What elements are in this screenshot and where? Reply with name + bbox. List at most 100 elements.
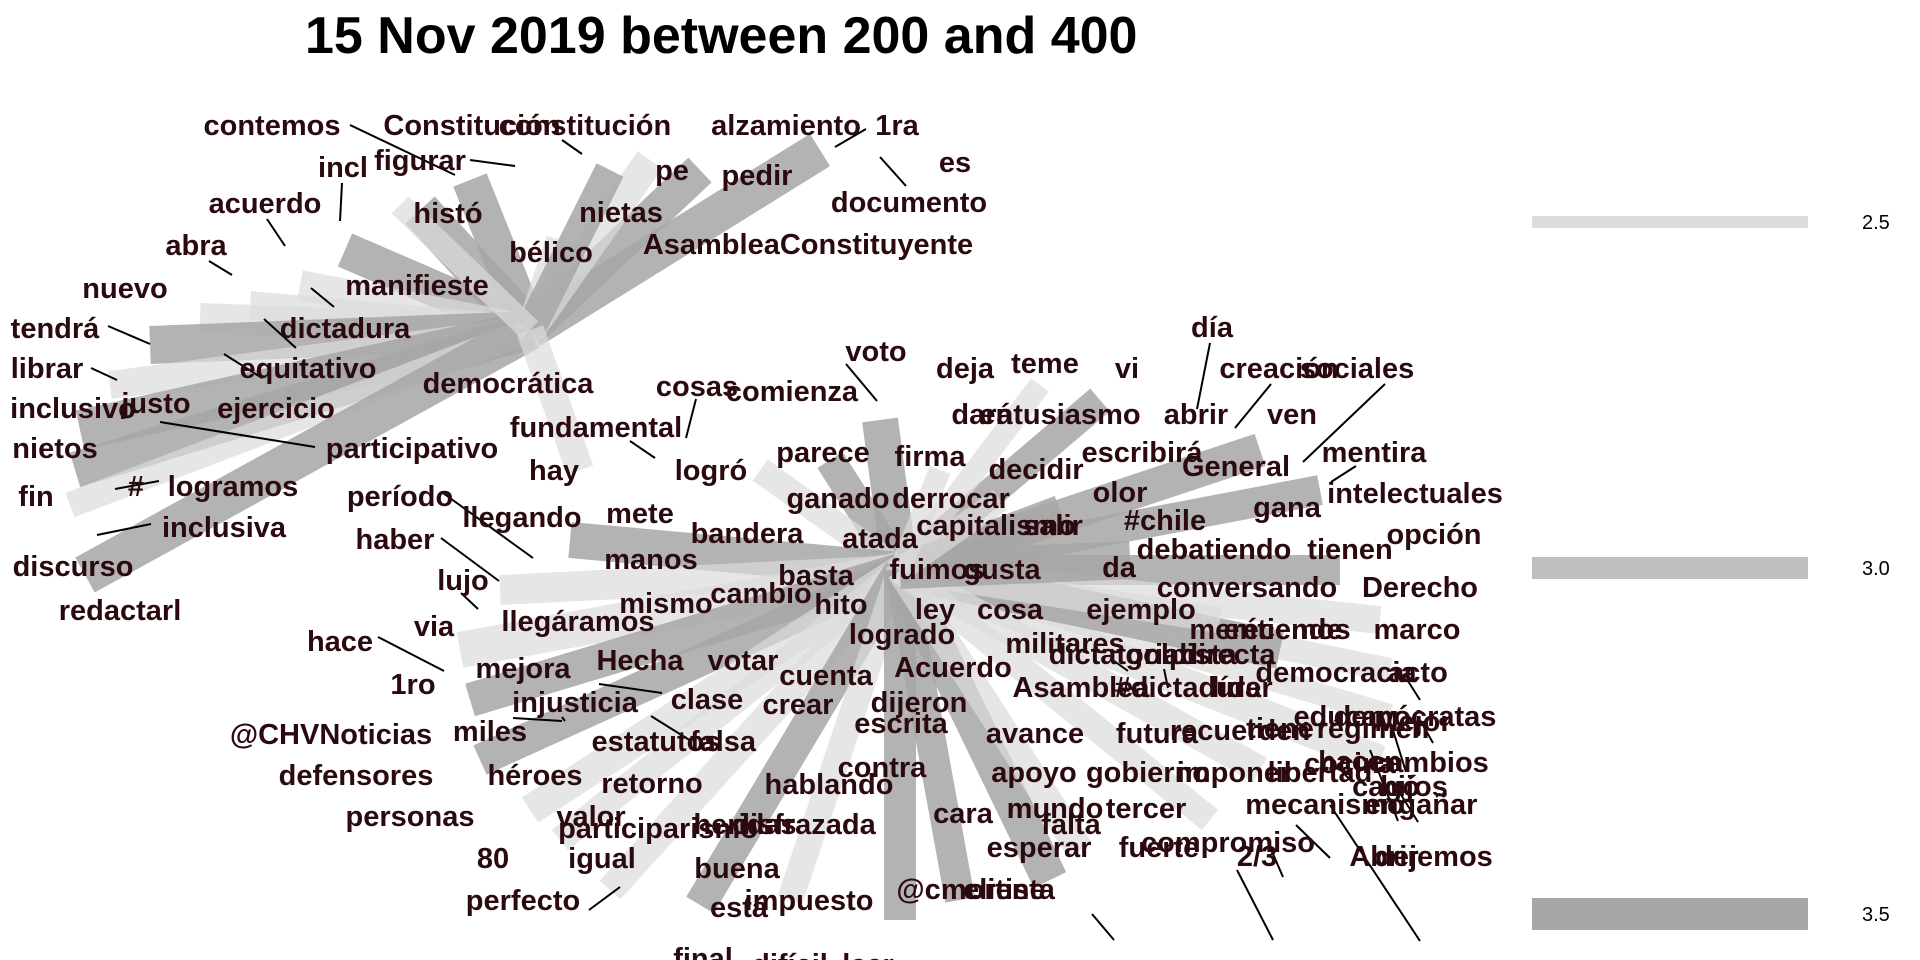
label-leader-line [588,886,621,911]
word-node-label: gobierno [1086,757,1210,789]
word-node-label: cara [933,798,994,830]
label-leader-line [1330,465,1357,483]
word-node-label: logramos [168,471,299,503]
word-node-label: educar [1293,701,1388,733]
word-node-label: hablando [765,769,894,801]
word-node-label: teme [1011,348,1079,380]
word-node-label: histó [413,198,482,230]
word-node-label: capitalismo [916,510,1076,542]
word-node-label: disfrazada [732,809,876,841]
word-node-label: valor [556,801,625,833]
word-node-label: marco [1373,614,1460,646]
word-node-label: clase [671,684,744,716]
word-node-label: bandera [691,518,805,550]
word-node-label: defensores [279,760,434,792]
word-node-label: 1ro [390,669,435,701]
word-node-label: parece [776,437,870,469]
chart-title: 15 Nov 2019 between 200 and 400 [305,7,1138,65]
word-node-label: esperar [987,832,1092,864]
word-node-label: tiene [1246,713,1314,745]
label-leader-line [1419,719,1434,744]
word-node-label: Asamblea [1012,672,1150,704]
label-leader-line [879,156,907,187]
label-leader-line [442,492,534,559]
word-node-label: es [939,147,971,179]
word-node-label: logró [675,455,748,487]
word-node-label: #dictadura [1115,672,1263,704]
word-node-label: da [1102,552,1137,584]
word-node-label: 2/3 [1237,841,1277,873]
label-leader-line [1302,383,1386,463]
word-node-label: golpista [1125,639,1237,671]
label-leader-line [1163,668,1169,689]
word-node-label: ley [915,594,955,626]
word-node-label: héroes [487,760,582,792]
word-node-label: mejora [475,653,571,685]
word-node-label: cosas [656,371,738,403]
label-leader-line [159,421,316,448]
word-node-label: régimen [1317,713,1430,745]
word-node-label: acto [1388,657,1448,689]
word-node-label: firma [895,441,967,473]
legend-swatch [1532,557,1808,579]
word-node-label: tendrá [11,313,101,345]
label-leader-line [208,260,233,276]
label-leader-line [1397,789,1419,823]
word-node-label: intelectuales [1327,478,1503,510]
network-edge [391,196,539,339]
word-node-label: final [673,943,733,960]
legend-label: 3.0 [1862,558,1890,580]
word-node-label: @cmorene [896,874,1045,906]
label-leader-line [598,683,663,694]
word-node-label: está [710,892,769,924]
word-node-label: futura [1116,718,1199,750]
word-node-label: hijos [1380,771,1448,803]
word-node-label: creación [1219,353,1338,385]
word-node-label: logrado [849,619,955,651]
word-node-label: abrir [1164,399,1228,431]
network-edge [516,163,624,337]
word-node-label: incl [318,152,368,184]
label-leader-line [1236,869,1274,941]
legend-label: 3.5 [1862,904,1890,926]
word-node-label: #chile [1124,505,1206,537]
word-node-label: figurar [374,145,466,177]
word-node-label: escrita [854,708,948,740]
word-node-label: día [1191,312,1234,344]
label-leader-line [650,715,692,742]
word-node-label: dejemos [1375,841,1493,873]
word-node-label: período [347,481,453,513]
word-node-label: líder [1211,672,1272,704]
word-node-label: imponer [1177,757,1291,789]
network-edge [686,561,914,914]
word-node-label: hacen [1318,746,1402,778]
word-node-label: derrocar [892,483,1010,515]
word-node-label: impuesto [745,885,874,917]
network-edge [888,562,1092,858]
word-node-label: Hecha [596,645,684,677]
leader-line-layer [90,124,1434,942]
word-node-label: equitativo [240,353,377,385]
label-leader-line [1295,824,1331,859]
word-node-label: tercer [1106,793,1187,825]
label-leader-line [1407,680,1421,701]
label-leader-line [1337,766,1351,781]
label-leader-line [845,363,878,402]
word-node-label: olor [1093,477,1148,509]
word-node-label: llegáramos [501,606,654,638]
word-node-label: inclusiva [162,512,287,544]
legend-label: 2.5 [1862,212,1890,234]
word-node-label: deja [936,353,995,385]
label-leader-line [469,159,516,167]
word-node-label: igual [568,843,636,875]
word-node-label: AsambleaConstituyente [643,229,973,261]
word-node-label: demócratas [1334,701,1497,733]
word-node-label: compromiso [1141,827,1315,859]
word-node-label: documento [831,187,987,219]
word-node-label: difícil [752,949,828,960]
word-node-label: 1ra [875,110,919,142]
label-leader-line [1109,657,1129,672]
word-node-label: leer [842,949,894,960]
word-node-label: hito [814,589,867,621]
